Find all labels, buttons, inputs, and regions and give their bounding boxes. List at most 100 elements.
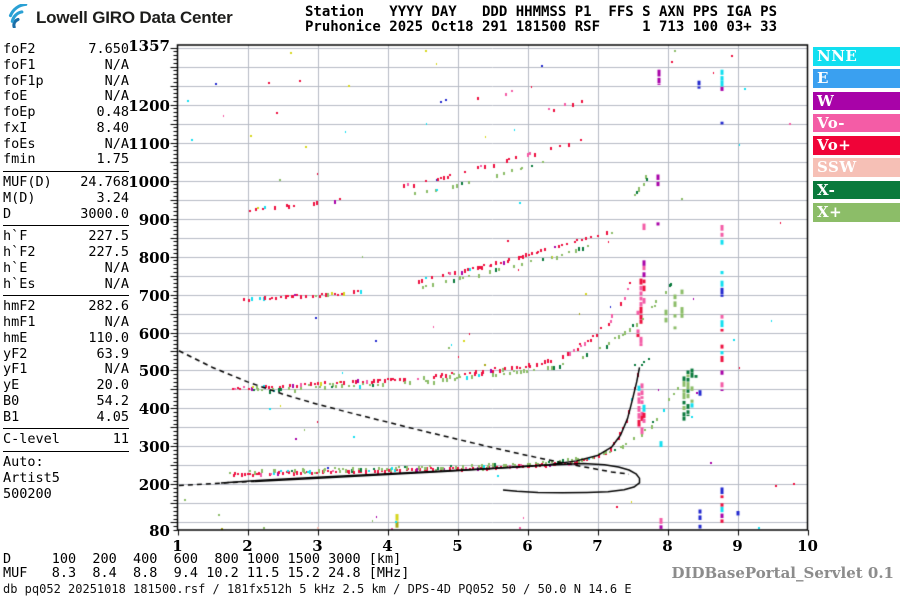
param-label: foEp bbox=[3, 104, 36, 120]
y-tick-label: 400 bbox=[138, 400, 170, 419]
echo-type-legend: NNE E W Vo- Vo+ SSW X- X+ bbox=[813, 47, 900, 225]
param-row-foep: foEp 0.48 bbox=[3, 104, 129, 121]
param-row-hmf2: hmF2 282.6 bbox=[3, 298, 129, 315]
param-row-md: M(D) 3.24 bbox=[3, 189, 129, 207]
param-value: N/A bbox=[104, 56, 129, 73]
param-label: foF1p bbox=[3, 72, 44, 89]
divider bbox=[3, 451, 129, 452]
param-row-ye: yE 20.0 bbox=[3, 377, 129, 394]
divider bbox=[3, 171, 129, 172]
param-label: MUF(D) bbox=[3, 174, 52, 190]
logo-text: Lowell GIRO Data Center bbox=[36, 8, 233, 27]
station-values-row: Pruhonice 2025 Oct18 291 181500 RSF 1 71… bbox=[305, 19, 778, 35]
param-label: h`E bbox=[3, 259, 28, 276]
x-tick-label: 7 bbox=[592, 537, 603, 555]
param-label: C-level bbox=[3, 431, 60, 448]
legend-item-x: X+ bbox=[813, 202, 900, 222]
param-row-hes: h`Es N/A bbox=[3, 275, 129, 293]
legend-item-vo: Vo- bbox=[813, 113, 900, 133]
param-row-hf: h`F 227.5 bbox=[3, 228, 129, 245]
param-row-d: D 3000.0 bbox=[3, 205, 129, 223]
x-tick-label: 9 bbox=[732, 537, 743, 555]
legend-item-nne: NNE bbox=[813, 47, 900, 66]
y-tick-label: 80 bbox=[149, 522, 170, 540]
param-label: foEs bbox=[3, 135, 36, 152]
param-label: yF1 bbox=[3, 361, 28, 378]
divider bbox=[3, 428, 129, 430]
param-value: 1.75 bbox=[96, 151, 129, 168]
param-value: 20.0 bbox=[96, 377, 129, 393]
y-tick-label: 500 bbox=[138, 362, 170, 381]
param-value: N/A bbox=[104, 259, 129, 276]
param-value: 3.24 bbox=[96, 189, 129, 206]
param-value: 110.0 bbox=[88, 329, 129, 346]
y-tick-label: 200 bbox=[138, 476, 170, 495]
muf-d-row: D 100 200 400 600 800 1000 1500 3000 [km… bbox=[3, 551, 402, 567]
giro-logo: Lowell GIRO Data Center bbox=[6, 2, 233, 32]
param-label: hmF1 bbox=[3, 314, 36, 330]
param-label: B0 bbox=[3, 392, 20, 409]
legend-item-ssw: SSW bbox=[813, 158, 900, 177]
legend-item-e: E bbox=[813, 69, 900, 88]
param-row-fmin: fmin 1.75 bbox=[3, 151, 129, 168]
y-tick-label: 600 bbox=[138, 324, 170, 343]
y-tick-label: 1357 bbox=[128, 37, 170, 55]
param-value: N/A bbox=[104, 88, 129, 105]
autoscaling-line: Auto: bbox=[3, 454, 44, 470]
param-value: 3000.0 bbox=[80, 205, 129, 222]
param-row-foe: foE N/A bbox=[3, 88, 129, 105]
param-row-b0: B0 54.2 bbox=[3, 392, 129, 410]
legend-item-x: X- bbox=[813, 180, 900, 200]
param-row-b1: B1 4.05 bbox=[3, 408, 129, 426]
param-value: 63.9 bbox=[96, 345, 129, 362]
param-label: foF1 bbox=[3, 56, 36, 73]
param-row-mufd: MUF(D) 24.768 bbox=[3, 174, 129, 191]
param-label: fmin bbox=[3, 151, 36, 168]
y-tick-label: 800 bbox=[138, 248, 170, 267]
param-value: N/A bbox=[104, 361, 129, 378]
autoscaling-line: Artist5 bbox=[3, 469, 60, 486]
param-label: foF2 bbox=[3, 41, 36, 57]
y-tick-label: 300 bbox=[138, 438, 170, 457]
autoscaling-line: 500200 bbox=[3, 485, 52, 502]
file-info: db pq052 20251018 181500.rsf / 181fx512h… bbox=[3, 582, 632, 596]
x-tick-label: 4 bbox=[382, 537, 393, 555]
param-label: B1 bbox=[3, 408, 20, 425]
y-tick-label: 700 bbox=[138, 286, 170, 305]
param-label: h`F2 bbox=[3, 244, 36, 260]
param-row-foes: foEs N/A bbox=[3, 135, 129, 153]
param-row-hme: hmE 110.0 bbox=[3, 329, 129, 347]
param-row-hf2: h`F2 227.5 bbox=[3, 244, 129, 261]
station-header-row: Station YYYY DAY DDD HHMMSS P1 FFS S AXN… bbox=[305, 4, 778, 20]
param-value: N/A bbox=[104, 135, 129, 152]
param-value: 282.6 bbox=[88, 298, 129, 315]
param-label: hmE bbox=[3, 329, 28, 346]
param-value: 8.40 bbox=[96, 119, 129, 136]
scaled-parameters-panel: foF2 7.650 foF1 N/A foF1p N/A foE N/A foEp 0.48 fx… bbox=[3, 41, 129, 502]
x-tick-label: 10 bbox=[797, 537, 818, 555]
x-tick-label: 1 bbox=[172, 537, 183, 555]
x-tick-label: 3 bbox=[312, 537, 323, 555]
param-value: 227.5 bbox=[88, 228, 129, 245]
param-value: 7.650 bbox=[88, 41, 129, 57]
y-tick-label: 1000 bbox=[128, 172, 170, 191]
param-label: h`Es bbox=[3, 275, 36, 292]
param-value: 54.2 bbox=[96, 392, 129, 409]
param-value: 0.48 bbox=[96, 104, 129, 120]
param-value: N/A bbox=[104, 275, 129, 292]
param-label: hmF2 bbox=[3, 298, 36, 315]
param-row-yf1: yF1 N/A bbox=[3, 361, 129, 378]
param-row-fxi: fxI 8.40 bbox=[3, 119, 129, 137]
param-row-fof1p: foF1p N/A bbox=[3, 72, 129, 90]
param-label: M(D) bbox=[3, 189, 36, 206]
param-value: 24.768 bbox=[80, 174, 129, 190]
y-tick-label: 1200 bbox=[128, 96, 170, 115]
param-value: 4.05 bbox=[96, 408, 129, 425]
param-value: 227.5 bbox=[88, 244, 129, 260]
param-row-hmf1: hmF1 N/A bbox=[3, 314, 129, 331]
param-row-he: h`E N/A bbox=[3, 259, 129, 277]
param-value: N/A bbox=[104, 72, 129, 89]
muf-row: MUF 8.3 8.4 8.8 9.4 10.2 11.5 15.2 24.8 … bbox=[3, 565, 410, 581]
y-tick-label: 1100 bbox=[128, 134, 170, 153]
